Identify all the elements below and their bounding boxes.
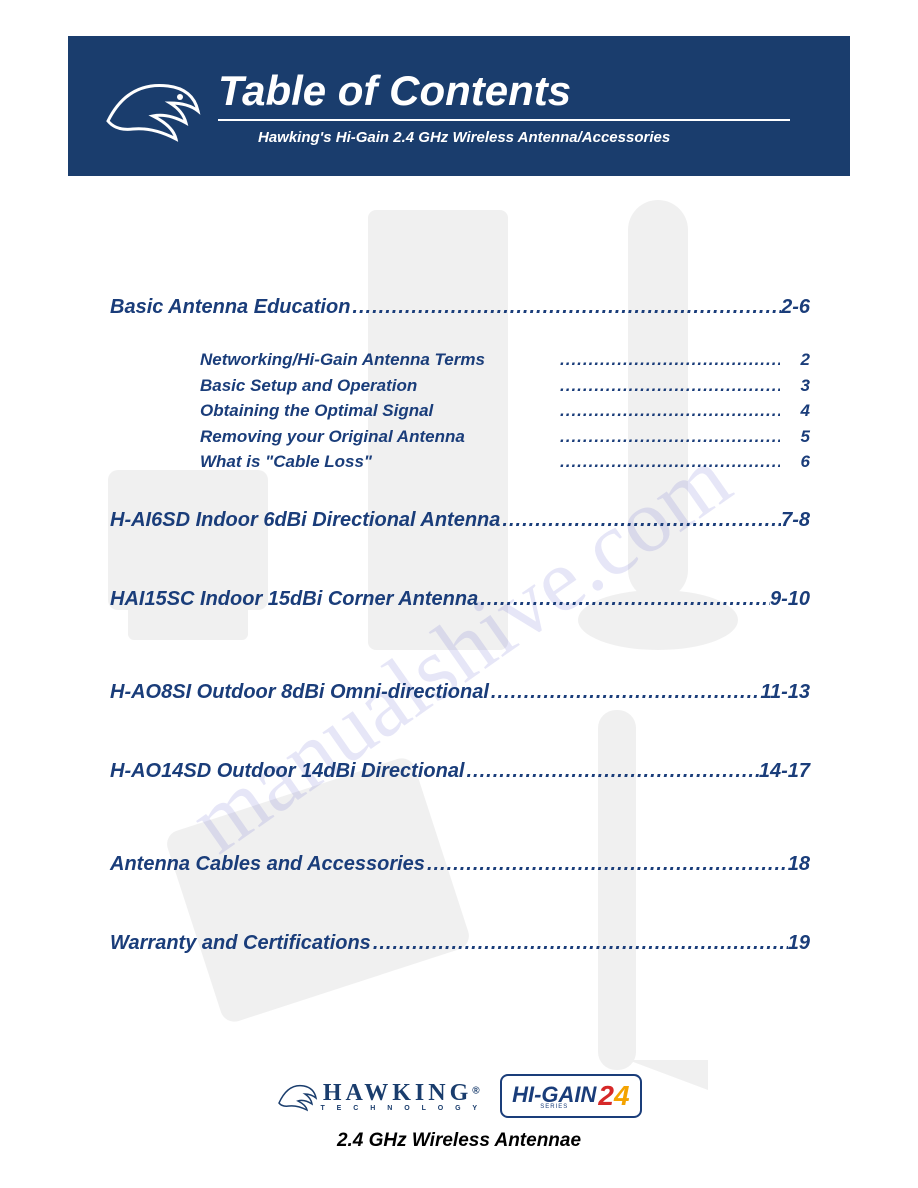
- toc-sub-label: Networking/Hi-Gain Antenna Terms: [200, 347, 560, 373]
- toc-sub-page: 3: [780, 373, 810, 399]
- footer-caption: 2.4 GHz Wireless Antennae: [0, 1130, 918, 1152]
- toc-label: Warranty and Certifications: [110, 932, 371, 955]
- toc-dots: ........................................…: [425, 853, 788, 876]
- toc-entry: H-AO8SI Outdoor 8dBi Omni-directional ..…: [110, 681, 810, 704]
- toc-dots: ........................................…: [560, 424, 780, 450]
- higain-badge: HI-GAIN SERIES 24: [500, 1074, 641, 1118]
- badge-digit-4: 4: [614, 1080, 630, 1111]
- toc-label: H-AO8SI Outdoor 8dBi Omni-directional: [110, 681, 489, 704]
- badge-digit-2: 2: [598, 1080, 614, 1111]
- toc-sub-entry: Removing your Original Antenna .........…: [200, 424, 810, 450]
- toc-page: 7-8: [781, 509, 810, 532]
- toc-label: H-AI6SD Indoor 6dBi Directional Antenna: [110, 509, 500, 532]
- toc-sub-entry: What is "Cable Loss" ...................…: [200, 449, 810, 475]
- toc-entry: Warranty and Certifications ............…: [110, 932, 810, 955]
- toc-label: HAI15SC Indoor 15dBi Corner Antenna: [110, 588, 478, 611]
- toc-sub-label: Removing your Original Antenna: [200, 424, 560, 450]
- toc-dots: ........................................…: [489, 681, 760, 704]
- toc-body: Basic Antenna Education ................…: [110, 296, 810, 955]
- toc-page: 11-13: [760, 681, 810, 704]
- brand-name: HAWKING: [323, 1080, 472, 1106]
- toc-label: Basic Antenna Education: [110, 296, 350, 319]
- toc-dots: ........................................…: [560, 347, 780, 373]
- footer: HAWKING® T E C H N O L O G Y HI-GAIN SER…: [0, 1074, 918, 1152]
- toc-dots: ........................................…: [465, 760, 759, 783]
- toc-title: Table of Contents: [218, 67, 790, 121]
- toc-page: 2-6: [781, 296, 810, 319]
- toc-dots: ........................................…: [560, 373, 780, 399]
- header-banner: Table of Contents Hawking's Hi-Gain 2.4 …: [68, 36, 850, 176]
- toc-sub-label: Obtaining the Optimal Signal: [200, 398, 560, 424]
- toc-sub-page: 2: [780, 347, 810, 373]
- toc-dots: ........................................…: [560, 398, 780, 424]
- brand-reg: ®: [472, 1086, 479, 1097]
- toc-entry: H-AO14SD Outdoor 14dBi Directional .....…: [110, 760, 810, 783]
- toc-entry: HAI15SC Indoor 15dBi Corner Antenna ....…: [110, 588, 810, 611]
- hawking-logo: HAWKING® T E C H N O L O G Y: [276, 1077, 482, 1115]
- toc-sub-page: 4: [780, 398, 810, 424]
- toc-sub-label: What is "Cable Loss": [200, 449, 560, 475]
- hawking-bird-icon: [98, 61, 208, 151]
- toc-label: Antenna Cables and Accessories: [110, 853, 425, 876]
- toc-page: 9-10: [770, 588, 810, 611]
- toc-entry: Antenna Cables and Accessories .........…: [110, 853, 810, 876]
- toc-sub-block: Networking/Hi-Gain Antenna Terms .......…: [200, 347, 810, 475]
- toc-sub-page: 6: [780, 449, 810, 475]
- toc-dots: ........................................…: [560, 449, 780, 475]
- toc-entry: H-AI6SD Indoor 6dBi Directional Antenna …: [110, 509, 810, 532]
- toc-dots: ........................................…: [350, 296, 781, 319]
- toc-sub-page: 5: [780, 424, 810, 450]
- toc-entry: Basic Antenna Education ................…: [110, 296, 810, 319]
- toc-dots: ........................................…: [478, 588, 770, 611]
- toc-label: H-AO14SD Outdoor 14dBi Directional: [110, 760, 465, 783]
- toc-page: 18: [788, 853, 810, 876]
- toc-page: 19: [788, 932, 810, 955]
- toc-sub-label: Basic Setup and Operation: [200, 373, 560, 399]
- toc-sub-entry: Obtaining the Optimal Signal ...........…: [200, 398, 810, 424]
- toc-sub-entry: Networking/Hi-Gain Antenna Terms .......…: [200, 347, 810, 373]
- brand-tag: T E C H N O L O G Y: [320, 1105, 482, 1112]
- toc-subtitle: Hawking's Hi-Gain 2.4 GHz Wireless Anten…: [218, 129, 850, 146]
- toc-dots: ........................................…: [500, 509, 781, 532]
- toc-dots: ........................................…: [371, 932, 788, 955]
- toc-page: 14-17: [759, 760, 810, 783]
- toc-sub-entry: Basic Setup and Operation ..............…: [200, 373, 810, 399]
- hawking-bird-small-icon: [276, 1077, 320, 1115]
